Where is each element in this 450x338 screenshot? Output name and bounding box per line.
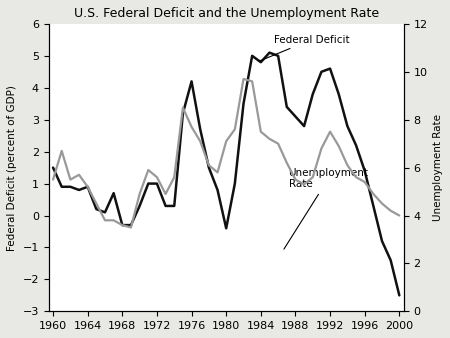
Y-axis label: Federal Deficit (percent of GDP): Federal Deficit (percent of GDP) [7,85,17,250]
Y-axis label: Unemployment Rate: Unemployment Rate [433,114,443,221]
Text: Unemployment
Rate: Unemployment Rate [284,168,369,249]
Title: U.S. Federal Deficit and the Unemployment Rate: U.S. Federal Deficit and the Unemploymen… [74,7,379,20]
Text: Federal Deficit: Federal Deficit [259,35,350,61]
